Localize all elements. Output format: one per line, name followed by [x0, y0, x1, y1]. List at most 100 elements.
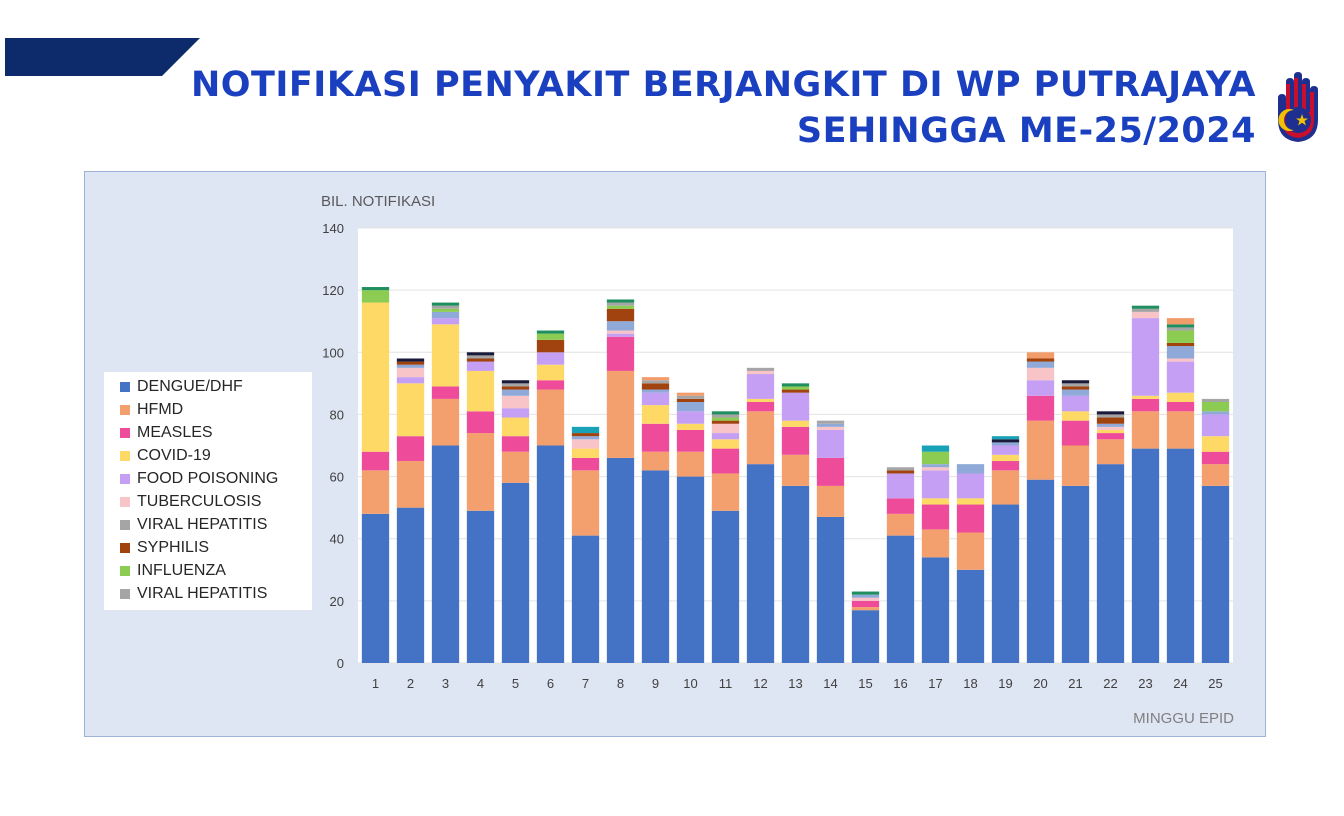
legend-item: FOOD POISONING [120, 468, 278, 490]
bar-segment [676, 395, 705, 399]
y-tick-label: 120 [322, 283, 344, 298]
bar-segment [711, 417, 740, 421]
bar-segment [816, 429, 845, 458]
bar-segment [781, 392, 810, 421]
title-line-1: NOTIFIKASI PENYAKIT BERJANGKIT DI WP PUT… [190, 65, 1256, 105]
x-tick-label: 23 [1138, 676, 1152, 691]
bar-segment [396, 436, 425, 462]
bar-segment [501, 408, 530, 418]
bar-segment [816, 420, 845, 424]
bar-segment [396, 361, 425, 365]
legend-item: MEASLES [120, 422, 213, 444]
bar-segment [746, 411, 775, 465]
legend-label: TUBERCULOSIS [137, 493, 262, 510]
bar-segment [361, 302, 390, 452]
bar-segment [991, 445, 1020, 455]
y-axis-title: BIL. NOTIFIKASI [321, 193, 436, 210]
bar-segment [431, 302, 460, 306]
bar-segment [1166, 392, 1195, 402]
y-tick-label: 100 [322, 345, 344, 360]
chart-legend: DENGUE/DHF HFMD MEASLES COVID-19 FOOD POISON… [104, 372, 312, 610]
bar-segment [571, 433, 600, 437]
y-tick-label: 140 [322, 221, 344, 236]
bar-segment [571, 457, 600, 471]
bar-segment [1166, 411, 1195, 449]
bar-segment [571, 448, 600, 458]
bar-segment [711, 414, 740, 418]
bar-segment [571, 535, 600, 663]
bar-segment [1131, 305, 1160, 309]
bar-segment [501, 436, 530, 452]
legend-item: TUBERCULOSIS [120, 491, 261, 513]
bar-segment [711, 423, 740, 434]
bar-segment [606, 370, 635, 458]
bar-segment [1026, 352, 1055, 359]
bar-segment [501, 482, 530, 663]
bar-segment [1166, 342, 1195, 347]
bar-segment [536, 352, 565, 365]
bar-segment [711, 411, 740, 415]
bar-segment [431, 324, 460, 387]
bar-segment [1026, 420, 1055, 480]
bar-segment [396, 383, 425, 437]
bar-segment [1131, 308, 1160, 312]
bar-segment [921, 498, 950, 505]
bar-segment [676, 411, 705, 424]
legend-label: VIRAL HEPATITIS [137, 585, 268, 602]
bar-segment [886, 535, 915, 663]
x-tick-label: 14 [823, 676, 837, 691]
y-tick-label: 40 [330, 532, 344, 547]
bar-segment [361, 451, 390, 471]
x-tick-label: 6 [547, 676, 554, 691]
bar-segment [781, 386, 810, 390]
bar-segment [711, 433, 740, 440]
bar-segment [1061, 485, 1090, 663]
bar-segment [921, 557, 950, 663]
bar-segment [1201, 436, 1230, 452]
bar-segment [1026, 395, 1055, 421]
bar-segment [956, 569, 985, 663]
x-tick-label: 9 [652, 676, 659, 691]
bar-segment [641, 380, 670, 384]
bar-segment [431, 398, 460, 446]
bar-segment [571, 436, 600, 440]
x-tick-label: 17 [928, 676, 942, 691]
bar-segment [1026, 367, 1055, 381]
bar-segment [781, 426, 810, 455]
bar-segment [1061, 386, 1090, 390]
x-tick-label: 16 [893, 676, 907, 691]
bar-segment [466, 361, 495, 371]
bar-segment [501, 383, 530, 387]
bar-segment [1201, 411, 1230, 415]
bar-segment [1096, 411, 1125, 415]
legend-swatch [120, 382, 130, 392]
bar-segment [1201, 464, 1230, 486]
bar-segment [571, 470, 600, 536]
bar-segment [1096, 414, 1125, 418]
bar-segment [1026, 479, 1055, 663]
bar-segment [536, 389, 565, 446]
bar-segment [851, 591, 880, 595]
bar-segment [641, 389, 670, 393]
bar-segment [1131, 398, 1160, 412]
bar-segment [711, 510, 740, 663]
bar-segment [431, 311, 460, 319]
bar-segment [956, 532, 985, 570]
x-tick-label: 7 [582, 676, 589, 691]
bar-segment [746, 402, 775, 412]
bar-segment [1061, 420, 1090, 446]
bar-segment [536, 380, 565, 390]
legend-item: HFMD [120, 399, 183, 421]
bar-segment [991, 461, 1020, 471]
legend-label: VIRAL HEPATITIS [137, 516, 268, 533]
bar-segment [746, 398, 775, 402]
y-tick-label: 80 [330, 407, 344, 422]
bar-segment [536, 364, 565, 381]
legend-swatch [120, 589, 130, 599]
bar-segment [1026, 361, 1055, 368]
bar-segment [1061, 380, 1090, 384]
x-tick-label: 11 [719, 676, 733, 691]
bar-segment [921, 504, 950, 530]
bar-segment [886, 470, 915, 474]
bar-segment [991, 504, 1020, 663]
